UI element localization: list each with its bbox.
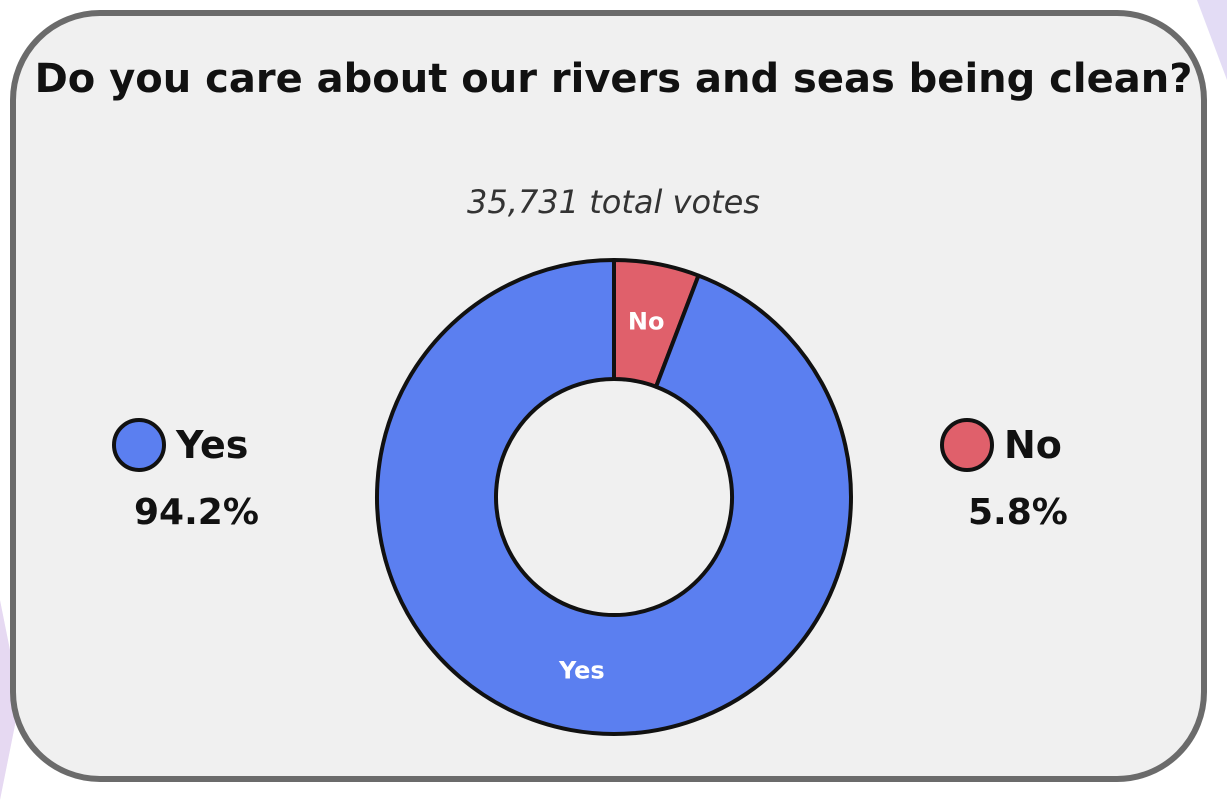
legend-value-no: 5.8% (968, 492, 1068, 533)
legend-item-no: No 5.8% (940, 418, 1140, 533)
slice-yes (375, 258, 853, 736)
legend-swatch-no (940, 418, 994, 472)
legend-label-yes: Yes (176, 423, 249, 467)
legend-label-no: No (1004, 423, 1062, 467)
legend-value-yes: 94.2% (134, 492, 259, 533)
chart-title: Do you care about our rivers and seas be… (34, 56, 1193, 102)
slice-label-yes: Yes (558, 657, 605, 685)
slice-label-no: No (628, 307, 665, 335)
chart-subtitle: 35,731 total votes (467, 183, 760, 221)
legend-swatch-yes (112, 418, 166, 472)
background-decoration-right (1197, 0, 1227, 80)
legend-item-yes: Yes 94.2% (112, 418, 312, 533)
